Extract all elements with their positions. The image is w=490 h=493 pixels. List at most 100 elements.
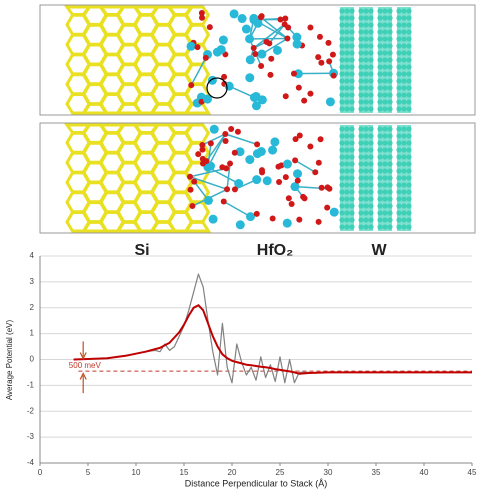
w-atom: [382, 15, 388, 21]
w-atom: [406, 210, 412, 216]
structures: [39, 4, 476, 234]
w-atom: [358, 64, 364, 70]
w-atom: [344, 182, 350, 188]
y-tick-label: -1: [27, 380, 35, 389]
atom: [317, 136, 324, 143]
w-atom: [406, 71, 412, 77]
atom: [329, 207, 339, 217]
x-tick-label: 15: [180, 468, 189, 477]
w-atom: [377, 161, 383, 167]
w-atom: [358, 85, 364, 91]
w-atom: [368, 147, 374, 153]
atom: [293, 69, 303, 79]
w-atom: [349, 99, 355, 105]
w-atom: [349, 210, 355, 216]
w-atom: [358, 71, 364, 77]
w-atom: [349, 71, 355, 77]
w-atom: [401, 147, 407, 153]
atom: [194, 44, 201, 51]
w-atom: [368, 196, 374, 202]
w-atom: [344, 29, 350, 35]
w-atom: [401, 203, 407, 209]
w-atom: [339, 36, 345, 42]
atom: [202, 94, 212, 104]
w-atom: [358, 196, 364, 202]
w-atom: [344, 203, 350, 209]
w-atom: [387, 36, 393, 42]
hfo2-bond: [190, 57, 207, 86]
atom: [284, 35, 291, 42]
w-atom: [344, 126, 350, 132]
w-atom: [368, 140, 374, 146]
y-tick-label: -4: [27, 458, 35, 467]
w-atom: [401, 71, 407, 77]
w-atom: [349, 168, 355, 174]
w-atom: [344, 161, 350, 167]
w-atom: [406, 175, 412, 181]
w-atom: [377, 203, 383, 209]
w-atom: [396, 147, 402, 153]
w-atom: [344, 22, 350, 28]
w-atom: [406, 168, 412, 174]
atom: [199, 14, 206, 21]
atom: [282, 174, 289, 181]
atom: [269, 215, 276, 222]
atom: [206, 161, 216, 171]
w-atom: [358, 189, 364, 195]
w-atom: [387, 224, 393, 230]
atom: [227, 160, 234, 167]
w-atom: [382, 133, 388, 139]
w-atom: [382, 224, 388, 230]
x-tick-label: 45: [468, 468, 477, 477]
atom: [257, 49, 267, 59]
y-axis-title: Average Potential (eV): [5, 319, 14, 400]
atom: [231, 149, 238, 156]
x-tick-label: 35: [372, 468, 381, 477]
w-atom: [363, 189, 369, 195]
atom: [307, 143, 314, 150]
w-atom: [401, 43, 407, 49]
highlight-ring: [206, 77, 228, 99]
w-atom: [401, 189, 407, 195]
w-atom: [344, 78, 350, 84]
w-atom: [368, 99, 374, 105]
atom: [252, 149, 262, 159]
atom: [301, 97, 308, 104]
w-atom: [358, 126, 364, 132]
w-atom: [339, 168, 345, 174]
w-atom: [349, 154, 355, 160]
w-atom: [377, 106, 383, 112]
w-atom: [396, 22, 402, 28]
w-atom: [396, 85, 402, 91]
w-atom: [406, 43, 412, 49]
w-atom: [382, 175, 388, 181]
w-atom: [396, 217, 402, 223]
w-atom: [358, 161, 364, 167]
y-tick-label: 4: [30, 251, 35, 260]
w-atom: [401, 50, 407, 56]
w-atom: [339, 15, 345, 21]
y-tick-label: 1: [30, 329, 35, 338]
w-atom: [387, 217, 393, 223]
w-atom: [396, 29, 402, 35]
w-atom: [377, 43, 383, 49]
atom: [326, 58, 333, 65]
atom: [257, 95, 267, 105]
w-atom: [401, 224, 407, 230]
w-atom: [344, 50, 350, 56]
w-atom: [387, 50, 393, 56]
w-atom: [401, 8, 407, 14]
w-atom: [368, 71, 374, 77]
w-atom: [363, 50, 369, 56]
w-atom: [363, 106, 369, 112]
w-atom: [349, 224, 355, 230]
w-atom: [377, 57, 383, 63]
w-atom: [339, 140, 345, 146]
w-atom: [339, 8, 345, 14]
atom: [245, 155, 255, 165]
y-tick-label: -2: [27, 406, 35, 415]
w-atom: [387, 154, 393, 160]
w-atom: [363, 182, 369, 188]
w-atom: [406, 126, 412, 132]
w-atom: [387, 71, 393, 77]
